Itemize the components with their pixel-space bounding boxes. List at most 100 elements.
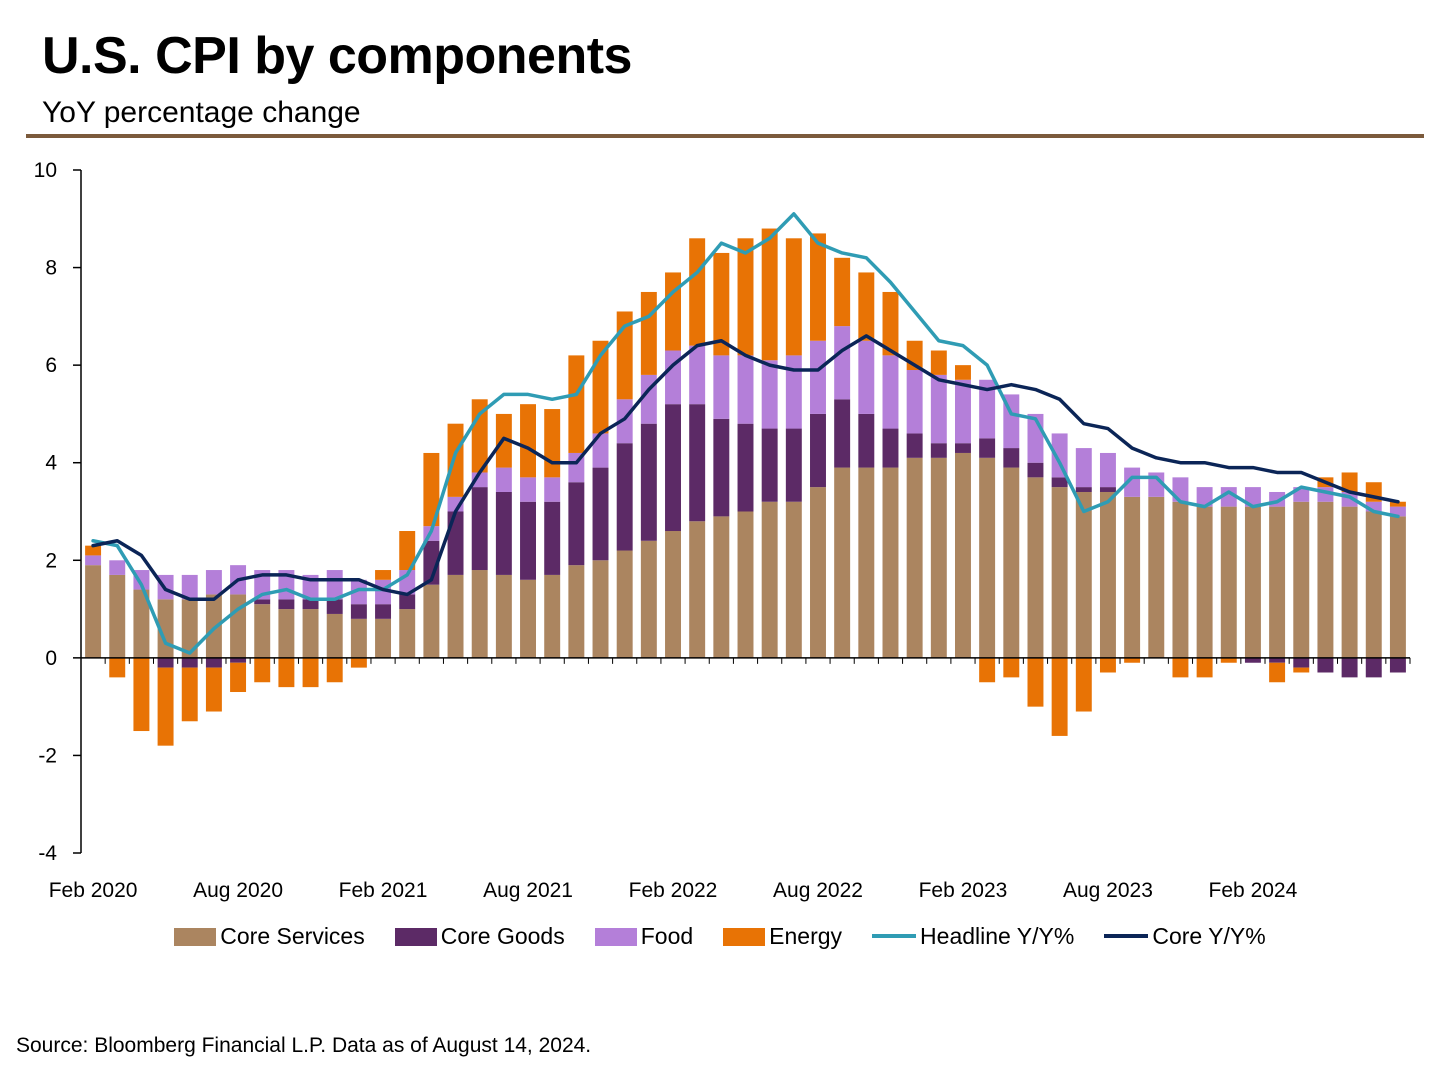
bar-core-services25 [689,521,706,658]
bar-core-goods40 [1051,477,1068,488]
bar-energy27 [737,238,754,356]
bar-core-goods48 [1244,657,1261,663]
y-tick-label: 4 [45,452,57,475]
bar-core-services44 [1148,496,1165,658]
bar-food28 [761,360,778,429]
bar-energy32 [858,272,875,341]
y-tick-label: 8 [45,257,57,280]
bar-core-services52 [1341,506,1358,658]
legend-swatch [594,928,637,947]
bar-core-services50 [1293,501,1310,658]
bar-core-goods5 [205,657,222,668]
legend-swatch [723,928,766,947]
bar-energy24 [665,272,681,351]
bar-energy14 [423,452,440,527]
bar-food18 [520,477,536,502]
bar-core-goods53 [1365,657,1382,678]
bar-food10 [326,570,343,600]
bar-food29 [785,355,802,429]
bar-core-services17 [495,574,512,658]
bar-food34 [906,370,923,434]
bar-core-services26 [713,516,730,658]
bar-food30 [810,340,826,414]
legend-item: Food [594,923,693,950]
y-tick-label: 0 [45,647,57,670]
bar-core-services0 [85,565,102,658]
bar-core-services15 [447,574,464,658]
bar-food43 [1124,467,1141,497]
bar-core-services13 [399,609,416,658]
bar-core-goods39 [1027,462,1044,478]
bar-core-services20 [568,565,585,658]
bar-energy6 [230,662,247,693]
legend-swatch [394,928,437,947]
bar-food1 [109,560,126,575]
x-tick-label: Aug 2021 [483,879,573,902]
bar-energy7 [254,657,271,683]
bar-core-services42 [1099,491,1116,658]
bar-core-services40 [1051,487,1068,658]
bar-energy13 [399,531,416,571]
title-divider [26,134,1424,138]
bar-food5 [205,570,222,595]
bar-core-goods21 [592,467,609,561]
bar-energy19 [544,409,561,478]
legend-label: Core Y/Y% [1152,923,1266,950]
bar-core-services9 [302,609,319,658]
bar-core-goods41 [1075,487,1092,492]
bar-core-services35 [930,457,947,658]
bar-food26 [713,355,730,419]
x-tick-label: Feb 2021 [339,879,428,902]
bar-core-services33 [882,467,899,658]
bar-food47 [1220,487,1237,507]
bar-core-goods23 [640,423,657,541]
bar-food22 [616,399,633,444]
bar-food4 [181,574,198,600]
bar-core-services41 [1075,491,1092,658]
bar-core-services34 [906,457,923,658]
bar-energy26 [713,252,730,356]
line-headline-y-y [91,212,1400,655]
bar-core-services54 [1389,516,1406,658]
line-core-y-y [91,334,1400,602]
bar-core-services21 [592,560,609,658]
bar-energy40 [1051,657,1068,736]
bar-core-goods38 [1003,448,1020,468]
bar-core-goods8 [278,599,295,610]
bar-energy23 [640,291,657,375]
bar-food33 [882,355,899,429]
y-tick-label: 10 [34,159,57,182]
bar-energy54 [1389,501,1406,507]
bar-core-services12 [375,618,392,658]
bar-core-goods32 [858,413,875,468]
bar-food17 [495,467,512,492]
bar-core-services31 [834,467,851,658]
bar-core-goods34 [906,433,923,458]
bar-core-goods25 [689,404,706,522]
bar-core-services32 [858,467,875,658]
bar-core-services36 [955,452,971,658]
bar-core-goods4 [181,657,198,668]
legend-item: Core Goods [394,923,565,950]
bar-food46 [1196,487,1213,507]
bar-core-services24 [665,531,681,658]
bar-food27 [737,355,754,424]
bar-core-services37 [979,457,996,658]
bar-core-services27 [737,511,754,658]
x-tick-label: Feb 2024 [1209,879,1298,902]
bar-food35 [930,374,947,444]
bar-core-goods9 [302,599,319,610]
bar-core-goods26 [713,418,730,517]
bar-food37 [979,379,996,439]
bar-energy25 [689,238,706,346]
bar-core-goods7 [254,599,271,605]
bar-energy30 [810,233,826,341]
bar-energy18 [520,404,536,478]
chart-title: U.S. CPI by components [42,27,632,85]
y-tick-label: 2 [45,549,57,572]
bar-energy52 [1341,472,1358,492]
bar-food32 [858,340,875,414]
bar-core-goods52 [1341,657,1358,678]
bar-core-goods42 [1099,487,1116,492]
bar-energy49 [1269,662,1286,683]
